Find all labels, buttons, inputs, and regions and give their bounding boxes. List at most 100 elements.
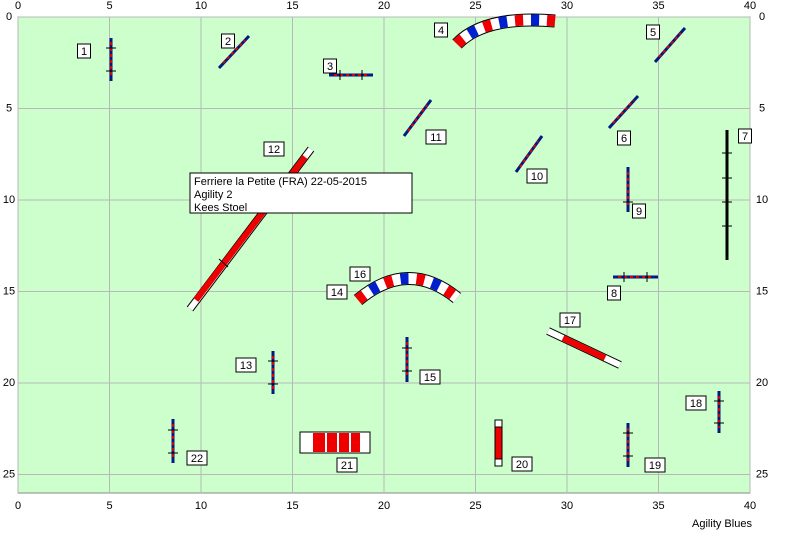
jump-6 [607, 94, 640, 130]
jump-1 [106, 38, 116, 81]
x-tick-label: 20 [378, 500, 390, 512]
y-tick-label: 10 [3, 194, 15, 206]
label-box [526, 168, 548, 184]
jump-5 [653, 27, 687, 63]
y-tick-label: 5 [6, 102, 12, 114]
jump-22 [168, 419, 178, 463]
obstacle-number: 18 [690, 398, 702, 410]
label-box [326, 284, 348, 300]
obstacle-number: 21 [341, 460, 353, 472]
obstacle-number: 4 [438, 25, 444, 37]
obstacle-number: 5 [650, 27, 656, 39]
obstacle-number: 12 [268, 144, 280, 156]
obstacle-number: 15 [424, 372, 436, 384]
label-box [425, 129, 447, 145]
jump-3 [329, 70, 373, 80]
seesaw-17 [546, 327, 622, 369]
long-jump-21 [299, 431, 371, 454]
y-tick-label: 20 [756, 377, 768, 389]
jump-10 [514, 135, 544, 173]
obstacle-number: 16 [354, 269, 366, 281]
label-box [738, 128, 752, 144]
footer: Agility Blues [692, 518, 752, 530]
obstacle-number: 17 [564, 315, 576, 327]
y-tick-label: 20 [3, 377, 15, 389]
label-box [434, 22, 448, 38]
x-tick-label: 35 [652, 0, 664, 12]
wall-20 [494, 419, 503, 467]
x-tick-label: 30 [561, 0, 573, 12]
obstacle-number: 3 [327, 61, 333, 73]
y-tick-label: 10 [756, 194, 768, 206]
x-tick-label: 10 [195, 0, 207, 12]
label-box [336, 457, 358, 473]
obstacle-number: 20 [516, 459, 528, 471]
obstacle-number: 11 [430, 132, 441, 144]
label-box [559, 312, 581, 328]
tunnel-4 [452, 13, 556, 49]
label-box [235, 357, 257, 373]
label-box [221, 33, 235, 49]
label-box [77, 43, 91, 59]
jump-8 [613, 272, 658, 282]
jump-9 [623, 167, 633, 212]
y-tick-label: 0 [6, 11, 12, 23]
jump-15 [402, 337, 412, 382]
y-tick-label: 25 [3, 468, 15, 480]
jump-18 [714, 391, 724, 433]
jump-13 [268, 351, 278, 394]
label-box [323, 58, 337, 74]
label-box [419, 369, 441, 385]
x-tick-label: 35 [652, 500, 664, 512]
x-tick-label: 40 [744, 0, 756, 12]
obstacle-number: 19 [649, 460, 661, 472]
obstacle-number: 1 [81, 46, 87, 58]
x-tick-label: 30 [561, 500, 573, 512]
wall-7 [722, 130, 732, 260]
info-line: Kees Stoel [194, 202, 247, 214]
obstacle-number: 13 [240, 360, 252, 372]
x-tick-label: 5 [106, 500, 112, 512]
label-box [685, 395, 707, 411]
y-tick-label: 0 [759, 11, 765, 23]
x-tick-label: 25 [469, 0, 481, 12]
label-box [607, 285, 621, 301]
info-line: Ferriere la Petite (FRA) 22-05-2015 [194, 176, 367, 188]
obstacle-number: 9 [636, 206, 642, 218]
y-tick-label: 5 [759, 102, 765, 114]
label-box [186, 450, 208, 466]
label-box [644, 457, 666, 473]
info-box: Ferriere la Petite (FRA) 22-05-2015 Agil… [189, 172, 413, 214]
label-box [617, 130, 631, 146]
label-box [511, 456, 533, 472]
x-tick-label: 0 [15, 500, 21, 512]
grid [17, 16, 751, 493]
tunnel-14-16 [353, 272, 462, 306]
x-tick-label: 0 [15, 0, 21, 12]
jump-19 [623, 423, 633, 467]
label-box [632, 203, 646, 219]
x-tick-label: 10 [195, 500, 207, 512]
x-tick-label: 5 [106, 0, 112, 12]
label-box [349, 266, 371, 282]
obstacle-number: 8 [611, 288, 617, 300]
y-tick-label: 15 [756, 285, 768, 297]
y-tick-label: 15 [3, 285, 15, 297]
obstacle-number: 7 [742, 131, 748, 143]
y-tick-label: 25 [756, 468, 768, 480]
jump-11 [402, 99, 433, 137]
obstacle-number: 2 [225, 36, 231, 48]
x-tick-label: 15 [286, 0, 298, 12]
x-tick-label: 40 [744, 500, 756, 512]
label-box [263, 141, 285, 157]
obstacle-number: 10 [531, 171, 543, 183]
label-box [646, 24, 660, 40]
x-tick-label: 20 [378, 0, 390, 12]
obstacle-number: 14 [331, 287, 343, 299]
x-tick-label: 25 [469, 500, 481, 512]
obstacle-number: 6 [621, 133, 627, 145]
jump-2 [217, 34, 251, 70]
obstacle-number: 22 [191, 453, 203, 465]
